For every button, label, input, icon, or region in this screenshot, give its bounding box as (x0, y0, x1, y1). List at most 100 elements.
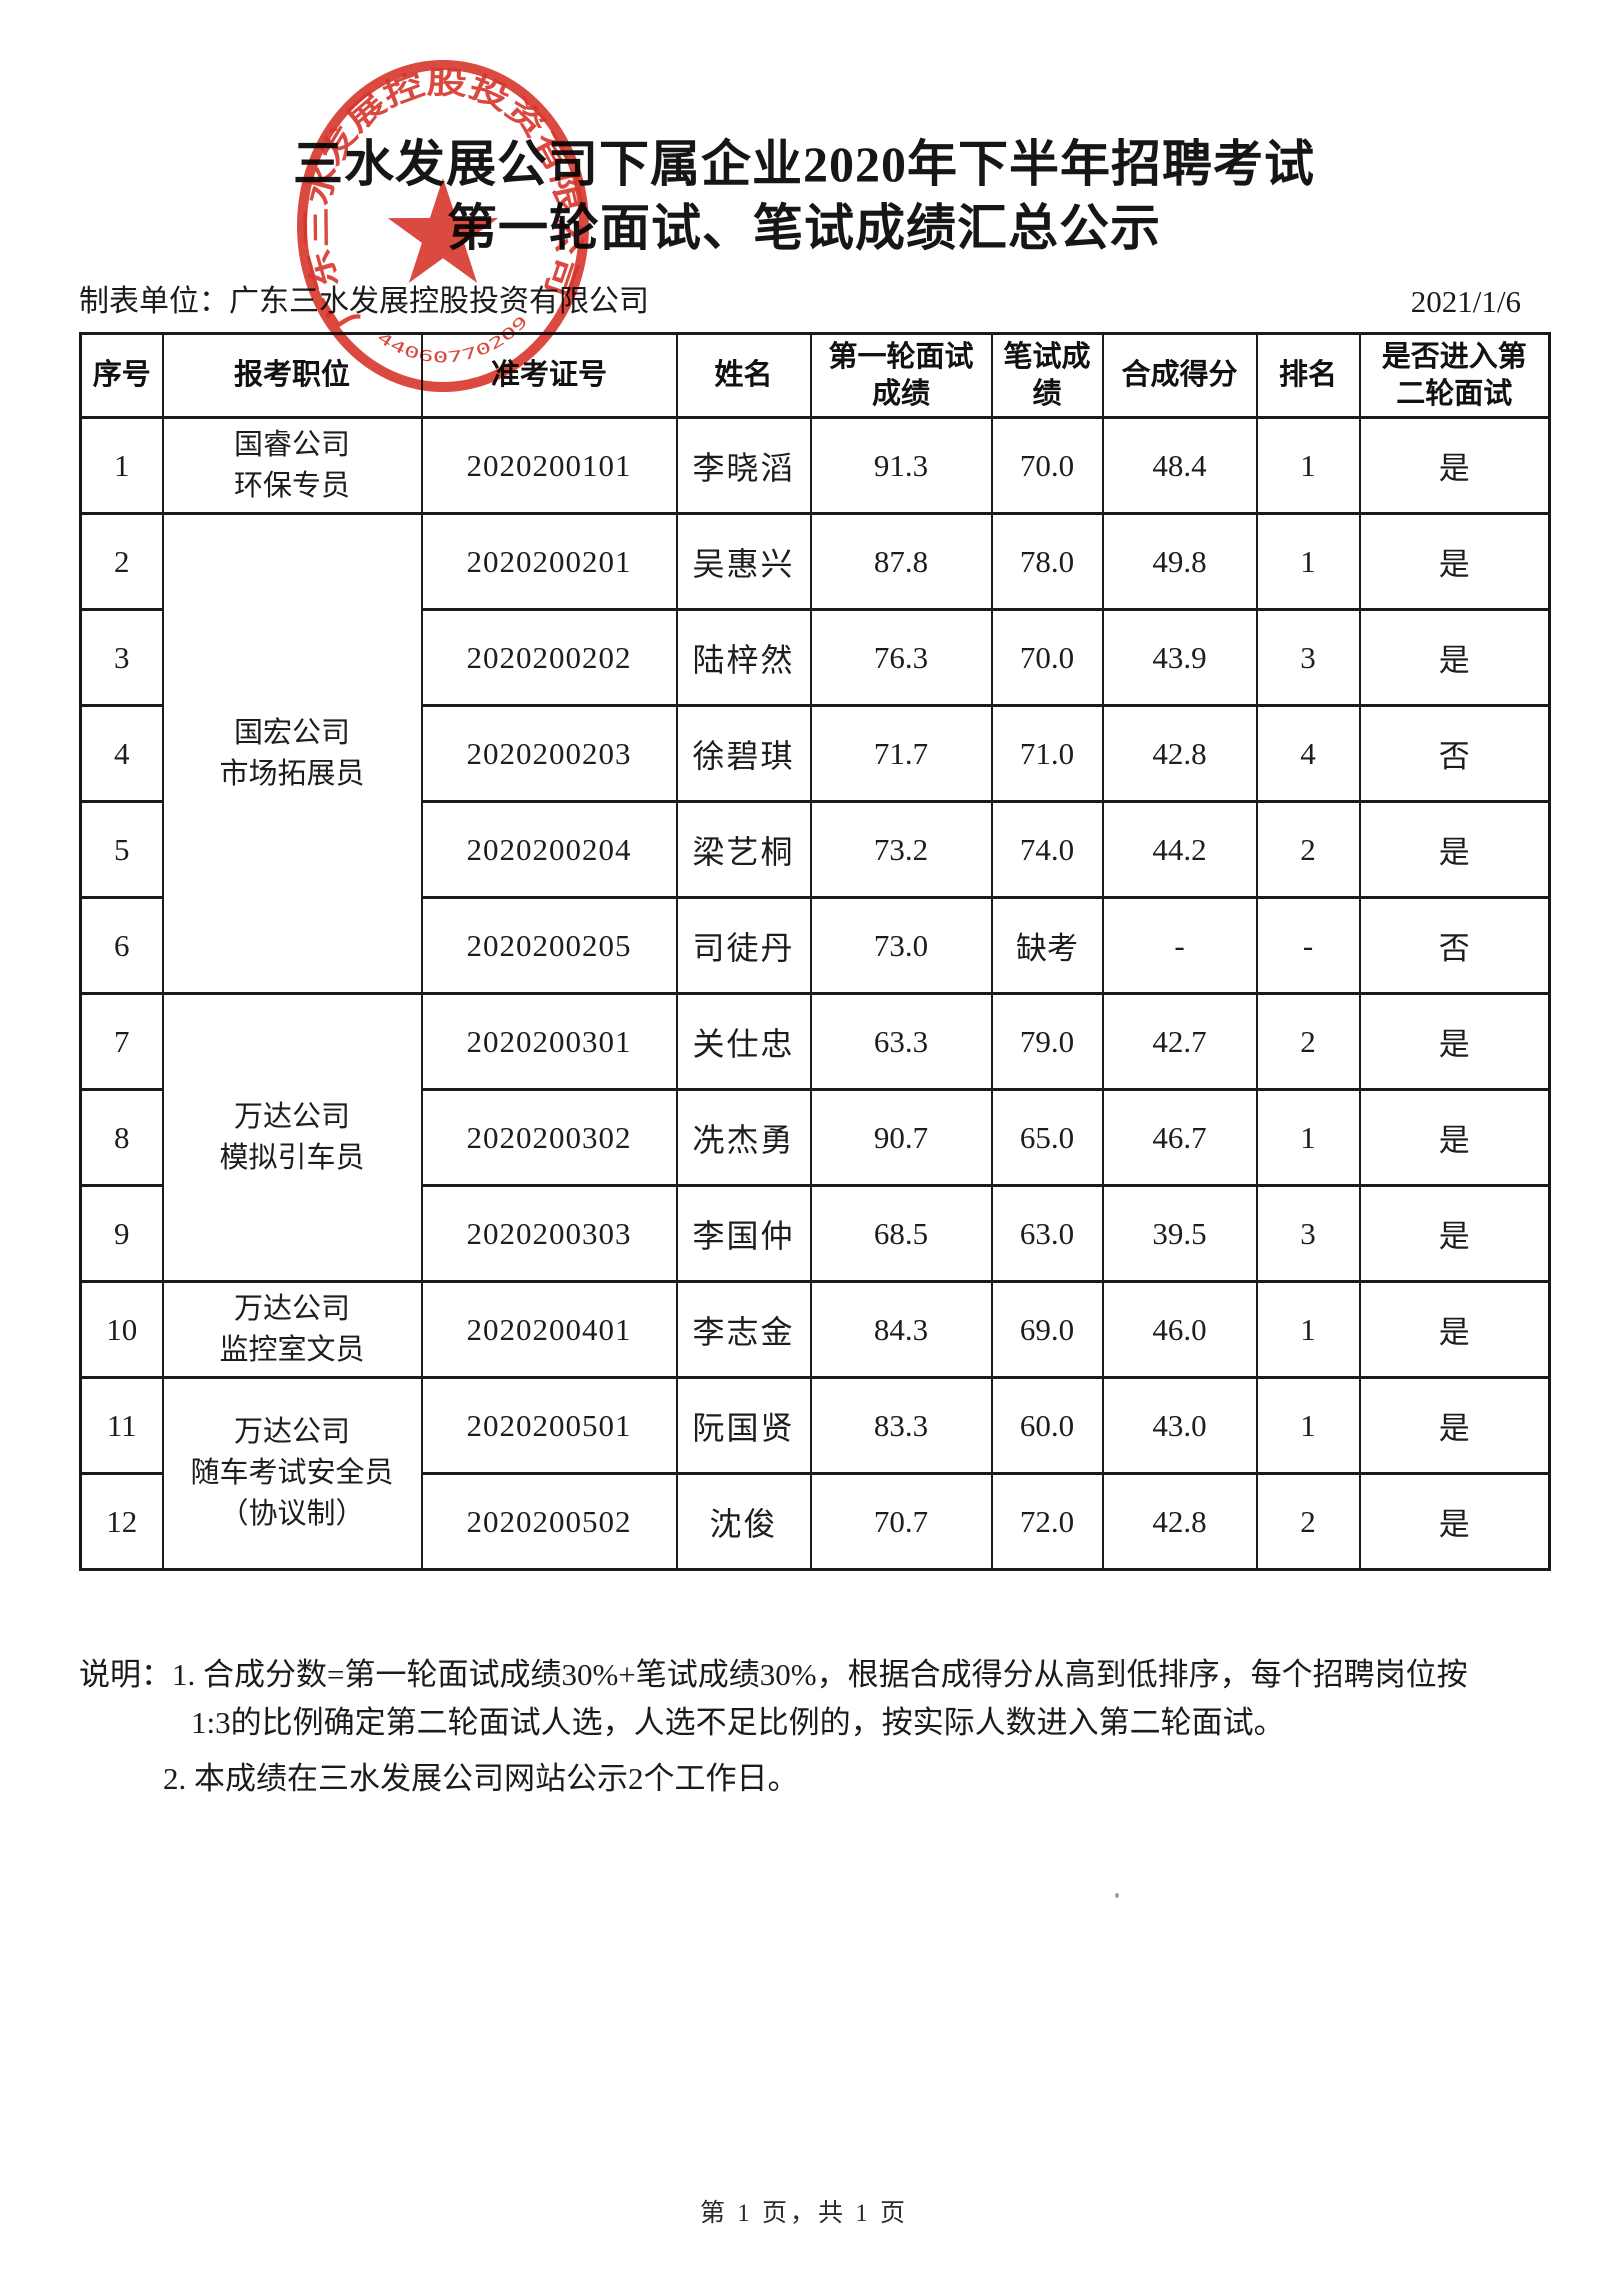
cell-rank: - (1255, 896, 1361, 995)
cell-position: 万达公司 随车考试安全员 （协议制） (161, 1376, 423, 1571)
cell-serial-no: 3 (79, 608, 164, 707)
cell-rank: 1 (1255, 512, 1361, 611)
cell-rank: 1 (1255, 1088, 1361, 1187)
cell-composite-score: 43.0 (1101, 1376, 1258, 1475)
scan-artifact-dot (1115, 1893, 1119, 1898)
cell-interview-score: 68.5 (809, 1184, 993, 1283)
score-table-header: 序号 报考职位 准考证号 姓名 第一轮面试 成绩 笔试成绩合成得分 排名 是否进入第 二轮面试 (79, 332, 1551, 419)
cell-name: 李志金 (675, 1280, 812, 1379)
cell-rank: 1 (1255, 416, 1361, 515)
cell-composite-score: 46.0 (1101, 1280, 1258, 1379)
cell-advance-flag: 是 (1358, 1280, 1551, 1379)
cell-written-score: 69.0 (990, 1280, 1104, 1379)
col-header-1: 报考职位 (161, 332, 423, 419)
cell-position: 国睿公司 环保专员 (161, 416, 423, 515)
cell-written-score: 79.0 (990, 992, 1104, 1091)
meta-row: 制表单位：广东三水发展控股投资有限公司 2021/1/6 (79, 276, 1531, 320)
cell-name: 李晓滔 (675, 416, 812, 515)
note-line-3: 2. 本成绩在三水发展公司网站公示2个工作日。 (163, 1761, 799, 1796)
cell-ticket-number: 2020200202 (420, 608, 678, 707)
cell-interview-score: 76.3 (809, 608, 993, 707)
cell-ticket-number: 2020200401 (420, 1280, 678, 1379)
table-row: 8 2020200302 冼杰勇 90.7 65.0 46.7 1 是 (79, 1088, 1551, 1187)
cell-serial-no: 7 (79, 992, 164, 1091)
cell-rank: 3 (1255, 608, 1361, 707)
table-row: 10 万达公司 监控室文员 2020200401 李志金 84.3 69.0 46.0 1 是 (79, 1280, 1551, 1379)
table-row: 9 2020200303 李国仲 68.5 63.0 39.5 3 是 (79, 1184, 1551, 1283)
table-row: 12 2020200502 沈俊 70.7 72.0 42.8 2 是 (79, 1472, 1551, 1571)
cell-name: 阮国贤 (675, 1376, 812, 1475)
cell-composite-score: 48.4 (1101, 416, 1258, 515)
score-table: 序号 报考职位 准考证号 姓名 第一轮面试 成绩 笔试成绩合成得分 排名 是否进入第 二轮面试 1… (79, 332, 1551, 1571)
cell-composite-score: - (1101, 896, 1258, 995)
cell-interview-score: 73.2 (809, 800, 993, 899)
cell-interview-score: 84.3 (809, 1280, 993, 1379)
cell-composite-score: 42.8 (1101, 1472, 1258, 1571)
notes-label: 说明： (79, 1657, 172, 1692)
prepared-by-label: 制表单位：广东三水发展控股投资有限公司 (79, 285, 649, 318)
col-header-2: 准考证号 (420, 332, 678, 419)
cell-ticket-number: 2020200302 (420, 1088, 678, 1187)
note-1-text: 1. 合成分数=第一轮面试成绩30%+笔试成绩30%，根据合成得分从高到低排序，… (172, 1657, 1468, 1692)
cell-written-score: 78.0 (990, 512, 1104, 611)
cell-advance-flag: 是 (1358, 1184, 1551, 1283)
col-header-8: 是否进入第 二轮面试 (1358, 332, 1551, 419)
cell-name: 司徒丹 (675, 896, 812, 995)
col-header-5: 笔试成绩 (990, 332, 1104, 419)
title-line-2: 第一轮面试、笔试成绩汇总公示 (447, 200, 1161, 256)
table-row: 7 万达公司 模拟引车员 2020200301 关仕忠 63.3 79.0 42.7 2 是 (79, 992, 1551, 1283)
cell-interview-score: 73.0 (809, 896, 993, 995)
cell-rank: 1 (1255, 1376, 1361, 1475)
cell-rank: 1 (1255, 1280, 1361, 1379)
cell-ticket-number: 2020200204 (420, 800, 678, 899)
cell-name: 关仕忠 (675, 992, 812, 1091)
cell-serial-no: 6 (79, 896, 164, 995)
cell-written-score: 70.0 (990, 416, 1104, 515)
cell-interview-score: 87.8 (809, 512, 993, 611)
cell-serial-no: 1 (79, 416, 164, 515)
report-date: 2021/1/6 (1410, 284, 1521, 319)
cell-ticket-number: 2020200303 (420, 1184, 678, 1283)
cell-ticket-number: 2020200205 (420, 896, 678, 995)
cell-ticket-number: 2020200101 (420, 416, 678, 515)
cell-ticket-number: 2020200201 (420, 512, 678, 611)
cell-interview-score: 83.3 (809, 1376, 993, 1475)
cell-serial-no: 11 (79, 1376, 164, 1475)
note-line-2: 1:3的比例确定第二轮面试人选，人选不足比例的，按实际人数进入第二轮面试。 (191, 1705, 1285, 1740)
cell-serial-no: 5 (79, 800, 164, 899)
cell-rank: 2 (1255, 1472, 1361, 1571)
cell-serial-no: 9 (79, 1184, 164, 1283)
header-row: 序号 报考职位 准考证号 姓名 第一轮面试 成绩 笔试成绩合成得分 排名 是否进入第 二轮面试 (79, 332, 1551, 419)
cell-serial-no: 2 (79, 512, 164, 611)
cell-interview-score: 91.3 (809, 416, 993, 515)
cell-serial-no: 12 (79, 1472, 164, 1571)
cell-composite-score: 42.8 (1101, 704, 1258, 803)
page-footer: 第 1 页，共 1 页 (699, 2200, 908, 2227)
table-row: 11 万达公司 随车考试安全员 （协议制） 2020200501 阮国贤 83.3 60.0 4… (79, 1376, 1551, 1571)
cell-advance-flag: 是 (1358, 1088, 1551, 1187)
cell-advance-flag: 否 (1358, 896, 1551, 995)
cell-written-score: 63.0 (990, 1184, 1104, 1283)
cell-name: 陆梓然 (675, 608, 812, 707)
table-row: 4 2020200203 徐碧琪 71.7 71.0 42.8 4 否 (79, 704, 1551, 803)
cell-interview-score: 70.7 (809, 1472, 993, 1571)
cell-advance-flag: 是 (1358, 800, 1551, 899)
cell-rank: 2 (1255, 800, 1361, 899)
score-table-body: 1 国睿公司 环保专员 2020200101 李晓滔 91.3 70.0 48.4 1 是 2 国宏公… (79, 416, 1551, 1571)
col-header-7: 排名 (1255, 332, 1361, 419)
cell-ticket-number: 2020200501 (420, 1376, 678, 1475)
cell-serial-no: 8 (79, 1088, 164, 1187)
cell-interview-score: 71.7 (809, 704, 993, 803)
table-row: 6 2020200205 司徒丹 73.0 缺考 - - 否 (79, 896, 1551, 995)
cell-written-score: 72.0 (990, 1472, 1104, 1571)
cell-advance-flag: 是 (1358, 1376, 1551, 1475)
cell-interview-score: 63.3 (809, 992, 993, 1091)
document-title: 三水发展公司下属企业2020年下半年招聘考试 第一轮面试、笔试成绩汇总公示 (0, 0, 1608, 260)
cell-position: 国宏公司 市场拓展员 (161, 512, 423, 995)
cell-position: 万达公司 监控室文员 (161, 1280, 423, 1379)
cell-rank: 2 (1255, 992, 1361, 1091)
cell-advance-flag: 是 (1358, 512, 1551, 611)
cell-ticket-number: 2020200502 (420, 1472, 678, 1571)
cell-name: 沈俊 (675, 1472, 812, 1571)
cell-advance-flag: 否 (1358, 704, 1551, 803)
